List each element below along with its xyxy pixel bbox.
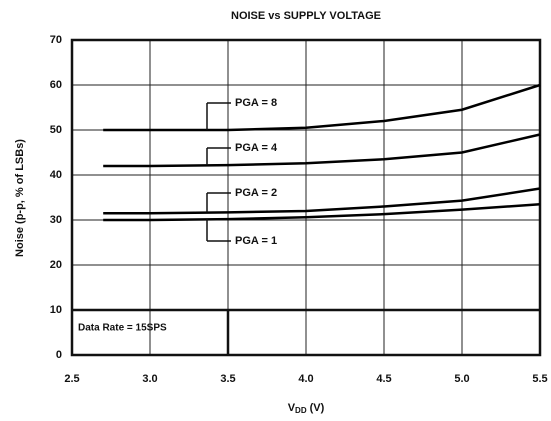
x-label-sub: DD [295, 406, 307, 415]
y-tick-label: 50 [50, 124, 62, 136]
series-label: PGA = 1 [235, 235, 277, 247]
y-tick-label: 30 [50, 214, 62, 226]
x-tick-label: 3.5 [220, 373, 235, 385]
y-tick-label: 0 [56, 349, 62, 361]
series-line [103, 203, 541, 222]
x-tick-label: 4.0 [298, 373, 313, 385]
chart-title: NOISE vs SUPPLY VOLTAGE [231, 10, 381, 22]
x-label-unit: (V) [310, 402, 325, 414]
x-tick-label: 4.5 [376, 373, 391, 385]
x-axis-label: VDD (V) [288, 402, 325, 415]
series-line [103, 187, 541, 215]
y-tick-label: 20 [50, 259, 62, 271]
series-line [103, 133, 541, 168]
y-tick-label: 60 [50, 79, 62, 91]
series-label: PGA = 8 [235, 97, 277, 109]
x-tick-label: 2.5 [64, 373, 79, 385]
plot-frame [70, 38, 542, 357]
y-tick-label: 10 [50, 304, 62, 316]
x-tick-label: 5.0 [454, 373, 469, 385]
y-axis-label: Noise (p-p, % of LSBs) [14, 139, 26, 257]
series-label: PGA = 2 [235, 187, 277, 199]
y-tick-label: 40 [50, 169, 62, 181]
x-tick-label: 3.0 [142, 373, 157, 385]
y-tick-label: 70 [50, 34, 62, 46]
x-label-main: V [288, 402, 296, 414]
x-tick-label: 5.5 [532, 373, 547, 385]
series-line [103, 83, 541, 132]
series-label: PGA = 4 [235, 142, 278, 154]
annotation: Data Rate = 15SPS [78, 323, 167, 334]
